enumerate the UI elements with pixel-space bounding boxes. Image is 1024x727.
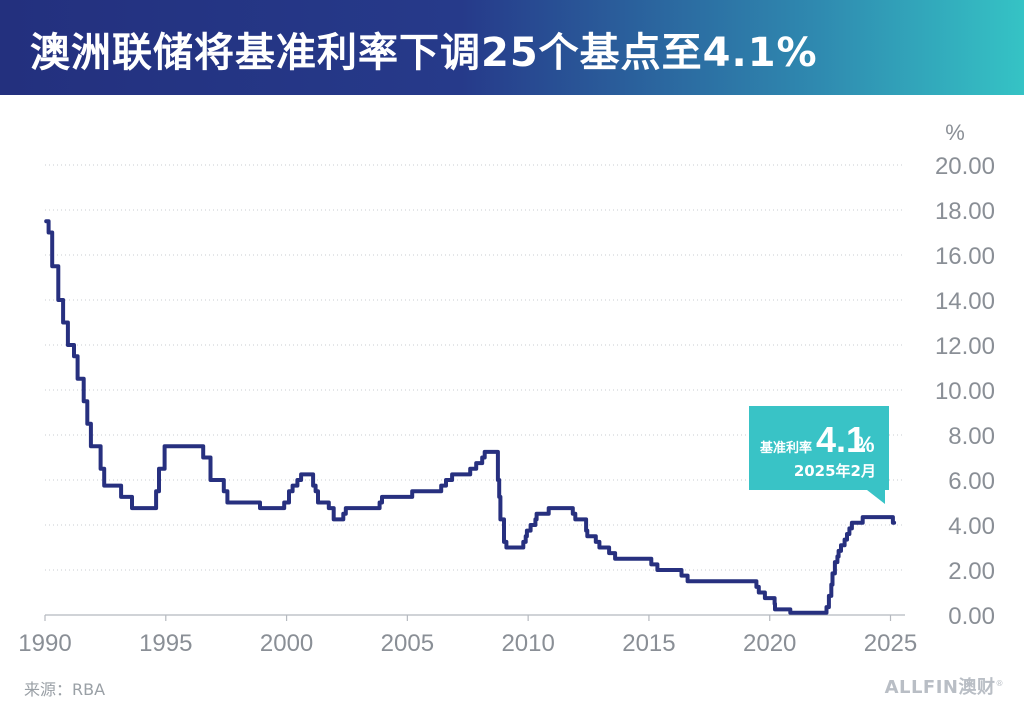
y-tick-label: 6.00 — [948, 468, 995, 495]
x-tick-label: 2015 — [622, 630, 675, 657]
y-tick-label: 16.00 — [935, 243, 995, 270]
x-tick-label: 2025 — [864, 630, 917, 657]
brand-logo: ALLFIN澳财® — [885, 673, 1004, 699]
x-tick-label: 1990 — [18, 630, 71, 657]
rate-callout: 基准利率 4.1% 2025年2月 — [749, 406, 889, 504]
callout-date: 2025年2月 — [794, 462, 876, 480]
y-tick-label: 0.00 — [948, 603, 995, 630]
grid-layer — [45, 164, 905, 571]
y-tick-label: 20.00 — [935, 153, 995, 180]
y-tick-label: 14.00 — [935, 288, 995, 315]
source-note: 来源：RBA — [24, 680, 106, 699]
y-tick-label: 10.00 — [935, 378, 995, 405]
x-tick-label: 1995 — [139, 630, 192, 657]
brand-name: ALLFIN — [884, 677, 959, 698]
chart-title: 澳洲联储将基准利率下调25个基点至4.1% — [30, 30, 818, 76]
axis-layer: 0.00 2.00 4.00 6.00 8.00 10.00 12.00 14.00 16.00… — [18, 120, 995, 657]
y-tick-label: 8.00 — [948, 423, 995, 450]
series-line-cash-rate — [44, 219, 897, 615]
brand-cn: 澳财 — [958, 677, 996, 698]
callout-label: 基准利率 — [759, 440, 812, 456]
callout-value: 4.1 — [816, 419, 866, 460]
callout-unit: % — [855, 432, 875, 457]
line-layer — [44, 219, 897, 615]
title-banner: 澳洲联储将基准利率下调25个基点至4.1% — [0, 0, 1024, 95]
y-axis-unit: % — [945, 120, 965, 145]
x-tick-label: 2020 — [743, 630, 796, 657]
y-tick-label: 4.00 — [948, 513, 995, 540]
x-tick-label: 2005 — [381, 630, 434, 657]
callout-box — [749, 406, 889, 504]
x-tick-label: 2000 — [260, 630, 313, 657]
brand-mark: ® — [995, 679, 1004, 688]
y-tick-label: 2.00 — [948, 558, 995, 585]
x-tick-label: 2010 — [501, 630, 554, 657]
y-tick-label: 12.00 — [935, 333, 995, 360]
y-tick-label: 18.00 — [935, 198, 995, 225]
